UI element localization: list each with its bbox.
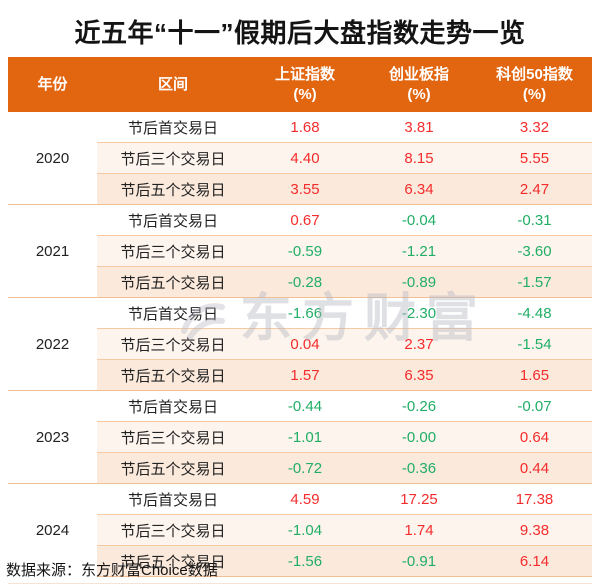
table-row: 节后五个交易日 1.57 6.35 1.65 (8, 359, 592, 391)
table-row: 2021 节后首交易日 0.67 -0.04 -0.31 (8, 204, 592, 298)
table-row: 节后三个交易日 4.40 8.15 5.55 (8, 142, 592, 174)
interval-cell: 节后三个交易日 (97, 142, 249, 174)
interval-cell: 节后三个交易日 (97, 235, 249, 267)
index-performance-table: 年份 区间 上证指数 (%) 创业板指 (%) 科创50指数 (%) 2020 节后首… (8, 57, 592, 577)
value-cell: 0.44 (477, 452, 592, 484)
col-header-sse: 上证指数 (%) (249, 57, 361, 112)
value-cell: -1.54 (477, 328, 592, 360)
data-source-note: 数据来源：东方财富Choice数据 (6, 562, 218, 579)
interval-cell: 节后首交易日 (97, 297, 249, 329)
year-cell: 2021 (8, 204, 97, 298)
value-cell: 1.65 (477, 359, 592, 391)
col-header-star50: 科创50指数 (%) (477, 57, 592, 112)
value-cell: 1.74 (361, 514, 477, 546)
value-cell: -0.28 (249, 266, 361, 298)
value-cell: 0.64 (477, 421, 592, 453)
interval-cell: 节后五个交易日 (97, 452, 249, 484)
col-header-interval: 区间 (97, 57, 249, 112)
interval-cell: 节后三个交易日 (97, 421, 249, 453)
value-cell: -1.57 (477, 266, 592, 298)
value-cell: 6.34 (361, 173, 477, 205)
col-header-chinext: 创业板指 (%) (361, 57, 477, 112)
value-cell: -4.48 (477, 297, 592, 329)
bottom-divider (8, 583, 592, 584)
table-row: 节后五个交易日 -0.28 -0.89 -1.57 (8, 266, 592, 298)
interval-cell: 节后五个交易日 (97, 545, 249, 577)
value-cell: 5.55 (477, 142, 592, 174)
value-cell: 1.68 (290, 118, 320, 136)
table-row: 节后五个交易日 -0.72 -0.36 0.44 (8, 452, 592, 484)
table-row: 2023 节后首交易日 -0.44 -0.26 -0.07 (8, 390, 592, 484)
value-cell: -0.36 (361, 452, 477, 484)
interval-cell: 节后五个交易日 (97, 359, 249, 391)
value-cell: -1.21 (361, 235, 477, 267)
table-row: 节后三个交易日 -0.59 -1.21 -3.60 (8, 235, 592, 267)
value-cell: -0.00 (361, 421, 477, 453)
table-row: 2022 节后首交易日 -1.66 -2.30 -4.48 (8, 297, 592, 391)
value-cell: 8.15 (361, 142, 477, 174)
value-cell: -0.91 (361, 545, 477, 577)
value-cell: -0.26 (361, 390, 477, 422)
value-cell: 6.35 (361, 359, 477, 391)
interval-cell: 节后首交易日 (97, 204, 249, 236)
table-row: 节后五个交易日 -1.56 -0.91 6.14 (8, 545, 592, 577)
value-cell: 6.14 (477, 545, 592, 577)
value-cell: -1.01 (249, 421, 361, 453)
value-cell: 1.57 (249, 359, 361, 391)
value-cell: 3.32 (519, 118, 550, 136)
table-row: 节后三个交易日 -1.04 1.74 9.38 (8, 514, 592, 546)
value-cell: -0.44 (249, 390, 361, 422)
page-title: 近五年“十一”假期后大盘指数走势一览 (74, 18, 526, 48)
value-cell: 4.40 (249, 142, 361, 174)
table-header: 年份 区间 上证指数 (%) 创业板指 (%) 科创50指数 (%) (8, 57, 592, 112)
interval-cell: 节后首交易日 (127, 119, 218, 137)
interval-cell: 节后首交易日 (97, 483, 249, 515)
value-cell: -0.31 (477, 204, 592, 236)
year-cell: 2022 (8, 297, 97, 391)
year-cell: 2020 (8, 112, 97, 205)
value-cell: -1.56 (249, 545, 361, 577)
value-cell: 17.38 (477, 483, 592, 515)
value-cell: -0.72 (249, 452, 361, 484)
value-cell: 2.37 (361, 328, 477, 360)
value-cell: 4.59 (249, 483, 361, 515)
value-cell: -3.60 (477, 235, 592, 267)
value-cell: 3.81 (404, 118, 434, 136)
value-cell: -0.07 (477, 390, 592, 422)
interval-cell: 节后五个交易日 (97, 266, 249, 298)
interval-cell: 节后三个交易日 (97, 328, 249, 360)
value-cell: 2.47 (477, 173, 592, 205)
interval-cell: 节后五个交易日 (97, 173, 249, 205)
value-cell: -0.04 (361, 204, 477, 236)
value-cell: -0.59 (249, 235, 361, 267)
value-cell: 9.38 (477, 514, 592, 546)
value-cell: -1.66 (249, 297, 361, 329)
col-header-year: 年份 (8, 57, 97, 112)
table-row: 节后三个交易日 -1.01 -0.00 0.64 (8, 421, 592, 453)
value-cell: 3.55 (249, 173, 361, 205)
value-cell: 17.25 (361, 483, 477, 515)
value-cell: -0.89 (361, 266, 477, 298)
table-row: 2024 节后首交易日 4.59 17.25 17.38 (8, 483, 592, 577)
table-row: 节后五个交易日 3.55 6.34 2.47 (8, 173, 592, 205)
table-row: 节后三个交易日 0.04 2.37 -1.54 (8, 328, 592, 360)
value-cell: 0.67 (249, 204, 361, 236)
value-cell: -1.04 (249, 514, 361, 546)
interval-cell: 节后首交易日 (97, 390, 249, 422)
interval-cell: 节后三个交易日 (97, 514, 249, 546)
value-cell: 0.04 (249, 328, 361, 360)
year-cell: 2024 (8, 483, 97, 577)
table-row: 2020 节后首交易日 1.68 3.81 3.32 (8, 112, 592, 205)
value-cell: -2.30 (361, 297, 477, 329)
year-cell: 2023 (8, 390, 97, 484)
